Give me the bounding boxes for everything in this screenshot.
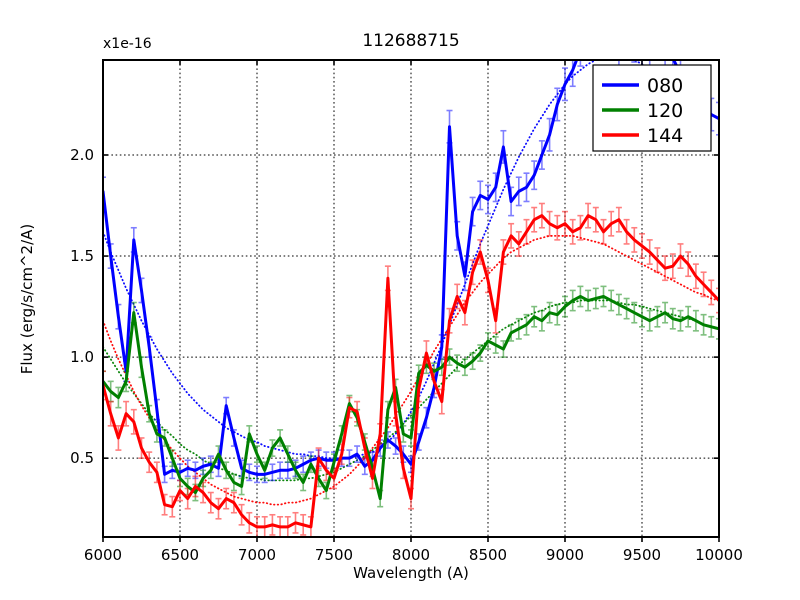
x-tick-label: 8000 (392, 546, 430, 564)
series-line-120 (103, 294, 719, 501)
y-tick-label: 2.0 (70, 146, 94, 164)
y-axis-ticks: 0.5 1.0 1.5 2.0 (70, 146, 719, 467)
x-tick-label: 6500 (161, 546, 199, 564)
page-title: 112688715 (362, 31, 459, 51)
x-tick-label: 6000 (84, 546, 122, 564)
series-line-080 (103, 60, 719, 476)
x-tick-label: 9500 (623, 546, 661, 564)
smooth-fit-curves (103, 60, 719, 506)
x-axis-ticks: 6000 6500 7000 7500 8000 8500 9000 9500 10000 (84, 60, 743, 564)
x-tick-label: 7000 (238, 546, 276, 564)
fit-curve-080 (103, 60, 719, 460)
x-tick-label: 10000 (695, 546, 743, 564)
series-line-144 (103, 214, 719, 529)
y-tick-label: 1.5 (70, 247, 94, 265)
fit-curve-120 (103, 299, 719, 482)
y-tick-label: 0.5 (70, 449, 94, 467)
y-tick-label: 1.0 (70, 348, 94, 366)
x-tick-label: 9000 (546, 546, 584, 564)
axis-offset-label: x1e-16 (103, 36, 152, 52)
y-axis-label: Flux (erg/s/cm^2/A) (18, 224, 36, 375)
x-tick-label: 8500 (469, 546, 507, 564)
x-tick-label: 7500 (315, 546, 353, 564)
legend-label-120[interactable]: 120 (647, 100, 683, 122)
legend-label-080[interactable]: 080 (647, 75, 683, 97)
data-series-lines (103, 60, 719, 529)
fit-curve-144 (103, 234, 719, 506)
legend[interactable]: 080 120 144 (592, 64, 712, 152)
legend-label-144[interactable]: 144 (647, 125, 683, 147)
x-axis-label: Wavelength (A) (353, 564, 469, 582)
